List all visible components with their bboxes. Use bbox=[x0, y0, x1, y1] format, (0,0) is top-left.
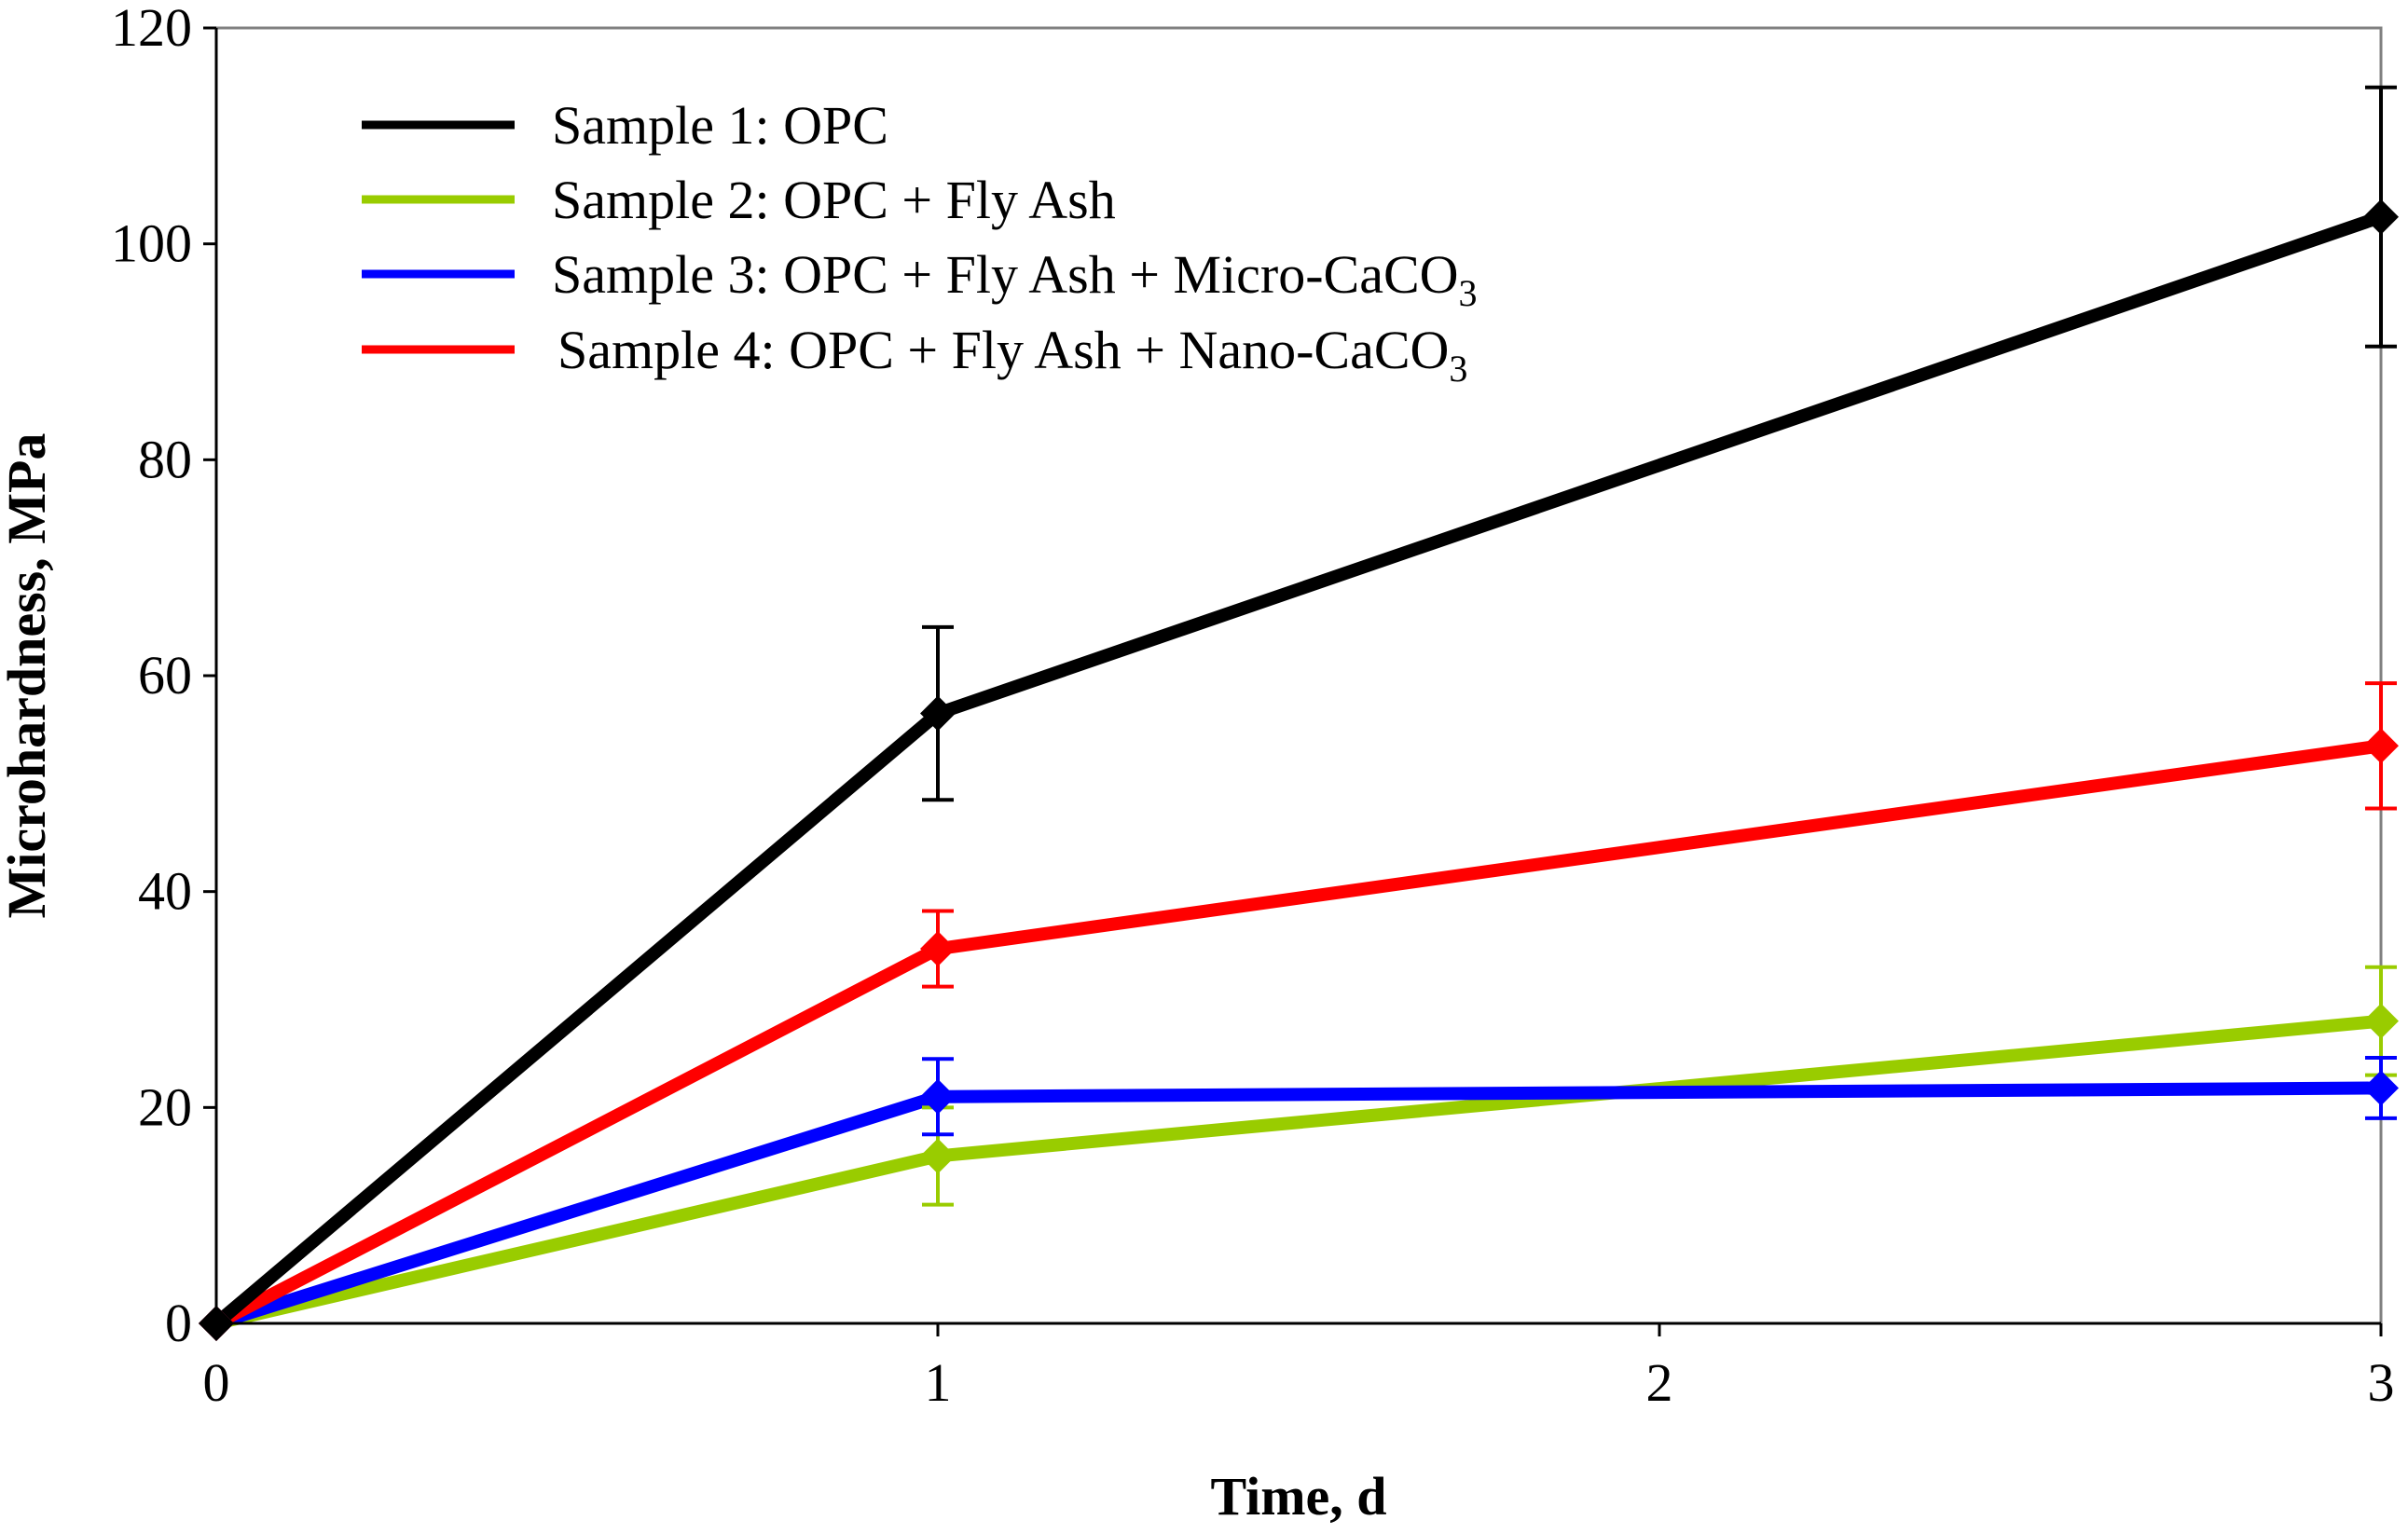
legend: Sample 1: OPC Sample 2: OPC + Fly Ash Samp… bbox=[362, 95, 1478, 390]
y-tick-label: 100 bbox=[111, 213, 192, 274]
data-point-1 bbox=[920, 695, 956, 732]
legend-label-main: Sample 2: OPC + Fly Ash bbox=[552, 170, 1116, 230]
x-tick-label: 3 bbox=[2368, 1352, 2395, 1413]
chart-marks bbox=[199, 85, 2399, 1341]
data-point-3 bbox=[2363, 1070, 2399, 1106]
legend-label-1: Sample 1: OPC bbox=[552, 95, 888, 156]
data-point-2 bbox=[2363, 1003, 2399, 1039]
legend-label-subscript: 3 bbox=[1449, 348, 1467, 390]
legend-label-4: Sample 4: OPC + Fly Ash + Nano-CaCO3 bbox=[557, 320, 1467, 390]
data-point-2 bbox=[920, 1138, 956, 1174]
legend-label-3: Sample 3: OPC + Fly Ash + Micro-CaCO3 bbox=[552, 244, 1478, 314]
y-tick-label: 120 bbox=[111, 0, 192, 58]
y-tick-label: 60 bbox=[138, 645, 192, 705]
x-tick-label: 2 bbox=[1646, 1352, 1673, 1413]
x-tick-label: 1 bbox=[925, 1352, 952, 1413]
y-tick-label: 0 bbox=[165, 1293, 192, 1353]
y-tick-label: 80 bbox=[138, 429, 192, 489]
y-tick-label: 40 bbox=[138, 861, 192, 922]
y-axis-title: Microhardness, MPa bbox=[0, 433, 57, 919]
x-tick-label: 0 bbox=[203, 1352, 230, 1413]
legend-label-main: Sample 1: OPC bbox=[552, 95, 888, 156]
data-point-4 bbox=[2363, 728, 2399, 764]
axes: 0 20 40 60 80 100 120 0 1 2 3 bbox=[111, 0, 2395, 1413]
legend-label-main: Sample 3: OPC + Fly Ash + Micro-CaCO bbox=[552, 244, 1459, 305]
legend-label-main: Sample 4: OPC + Fly Ash + Nano-CaCO bbox=[557, 320, 1449, 380]
data-point-1 bbox=[2363, 199, 2399, 235]
y-tick-label: 20 bbox=[138, 1076, 192, 1137]
x-axis-title: Time, d bbox=[1210, 1466, 1386, 1527]
data-point-3 bbox=[920, 1078, 956, 1115]
data-point-4 bbox=[920, 931, 956, 967]
legend-label-subscript: 3 bbox=[1459, 272, 1478, 314]
legend-label-2: Sample 2: OPC + Fly Ash bbox=[552, 170, 1116, 230]
